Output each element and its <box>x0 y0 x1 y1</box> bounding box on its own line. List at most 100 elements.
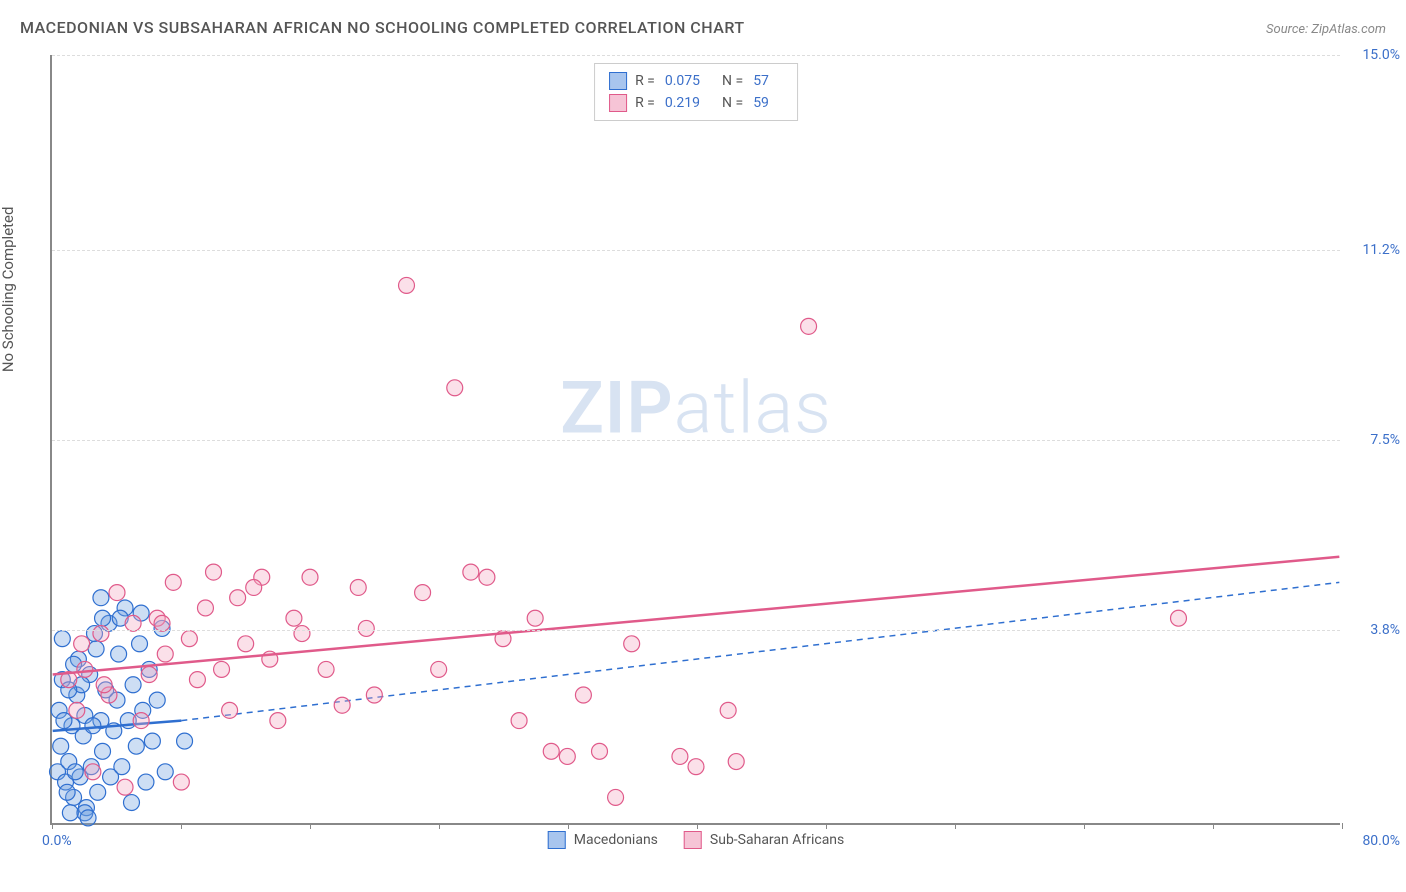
legend-label-macedonians: Macedonians <box>574 832 658 848</box>
scatter-point-subsaharan <box>181 631 197 647</box>
scatter-point-macedonians <box>128 738 144 754</box>
scatter-point-subsaharan <box>399 277 415 293</box>
x-tick <box>1342 823 1343 829</box>
scatter-point-macedonians <box>59 784 75 800</box>
scatter-point-subsaharan <box>286 610 302 626</box>
scatter-point-subsaharan <box>358 620 374 636</box>
x-tick <box>697 823 698 829</box>
scatter-point-macedonians <box>56 713 72 729</box>
legend-row-subsaharan: R = 0.219 N = 59 <box>609 92 783 114</box>
n-value-macedonians: 57 <box>753 73 769 89</box>
scatter-point-subsaharan <box>463 564 479 580</box>
scatter-point-subsaharan <box>77 661 93 677</box>
trend-line-extrapolated-macedonians <box>181 582 1339 720</box>
y-tick-label: 3.8% <box>1345 622 1400 638</box>
correlation-legend: R = 0.075 N = 57 R = 0.219 N = 59 <box>594 63 798 121</box>
legend-label-subsaharan: Sub-Saharan Africans <box>710 832 844 848</box>
scatter-point-macedonians <box>85 718 101 734</box>
legend-item-subsaharan: Sub-Saharan Africans <box>684 831 844 849</box>
scatter-point-macedonians <box>114 759 130 775</box>
y-axis-label: No Schooling Completed <box>0 207 17 373</box>
scatter-point-subsaharan <box>96 677 112 693</box>
scatter-point-subsaharan <box>543 743 559 759</box>
scatter-point-subsaharan <box>246 580 262 596</box>
x-tick <box>826 823 827 829</box>
scatter-point-subsaharan <box>527 610 543 626</box>
grid-line <box>52 440 1340 441</box>
scatter-point-macedonians <box>157 764 173 780</box>
y-tick-label: 11.2% <box>1345 242 1400 258</box>
x-tick <box>52 823 53 829</box>
source-attribution: Source: ZipAtlas.com <box>1266 22 1386 37</box>
scatter-point-subsaharan <box>85 764 101 780</box>
scatter-point-macedonians <box>144 733 160 749</box>
scatter-point-subsaharan <box>74 636 90 652</box>
x-axis-max-label: 80.0% <box>1362 833 1400 849</box>
scatter-point-macedonians <box>124 795 140 811</box>
grid-line <box>52 250 1340 251</box>
scatter-point-macedonians <box>67 764 83 780</box>
n-value-subsaharan: 59 <box>753 95 769 111</box>
legend-item-macedonians: Macedonians <box>548 831 658 849</box>
scatter-point-macedonians <box>125 677 141 693</box>
legend-swatch-subsaharan <box>609 94 627 112</box>
scatter-point-subsaharan <box>728 754 744 770</box>
scatter-point-subsaharan <box>141 667 157 683</box>
scatter-point-subsaharan <box>575 687 591 703</box>
x-tick <box>310 823 311 829</box>
y-tick-label: 15.0% <box>1345 47 1400 63</box>
scatter-point-subsaharan <box>270 713 286 729</box>
x-axis-origin-label: 0.0% <box>42 833 72 849</box>
scatter-point-macedonians <box>149 692 165 708</box>
scatter-point-macedonians <box>132 636 148 652</box>
scatter-point-subsaharan <box>197 600 213 616</box>
legend-row-macedonians: R = 0.075 N = 57 <box>609 70 783 92</box>
scatter-point-macedonians <box>62 805 78 821</box>
scatter-point-subsaharan <box>230 590 246 606</box>
scatter-point-subsaharan <box>125 615 141 631</box>
r-label: R = <box>635 73 655 89</box>
scatter-point-macedonians <box>53 738 69 754</box>
scatter-point-macedonians <box>177 733 193 749</box>
r-value-subsaharan: 0.219 <box>665 95 700 111</box>
scatter-point-subsaharan <box>624 636 640 652</box>
scatter-point-subsaharan <box>1171 610 1187 626</box>
scatter-point-subsaharan <box>720 702 736 718</box>
scatter-point-subsaharan <box>117 779 133 795</box>
scatter-point-subsaharan <box>559 748 575 764</box>
series-legend: Macedonians Sub-Saharan Africans <box>548 831 845 849</box>
grid-line <box>52 630 1340 631</box>
scatter-point-macedonians <box>111 646 127 662</box>
scatter-point-subsaharan <box>109 585 125 601</box>
legend-swatch-macedonians <box>609 72 627 90</box>
scatter-point-subsaharan <box>302 569 318 585</box>
scatter-point-subsaharan <box>165 574 181 590</box>
scatter-point-subsaharan <box>592 743 608 759</box>
scatter-point-subsaharan <box>157 646 173 662</box>
scatter-point-macedonians <box>90 784 106 800</box>
scatter-point-macedonians <box>88 641 104 657</box>
scatter-point-subsaharan <box>447 380 463 396</box>
scatter-point-subsaharan <box>608 789 624 805</box>
scatter-point-subsaharan <box>294 626 310 642</box>
plot-area: ZIPatlas R = 0.075 N = 57 R = 0.219 N = … <box>50 55 1340 825</box>
scatter-point-subsaharan <box>69 702 85 718</box>
x-tick <box>568 823 569 829</box>
scatter-point-subsaharan <box>431 661 447 677</box>
legend-swatch-subsaharan <box>684 831 702 849</box>
n-label: N = <box>722 95 743 111</box>
scatter-point-macedonians <box>95 610 111 626</box>
trend-line-subsaharan <box>53 557 1340 675</box>
scatter-point-subsaharan <box>350 580 366 596</box>
scatter-point-subsaharan <box>222 702 238 718</box>
scatter-point-subsaharan <box>688 759 704 775</box>
scatter-point-subsaharan <box>206 564 222 580</box>
legend-swatch-macedonians <box>548 831 566 849</box>
scatter-point-macedonians <box>95 743 111 759</box>
grid-line <box>52 55 1340 56</box>
x-tick <box>1213 823 1214 829</box>
y-tick-label: 7.5% <box>1345 432 1400 448</box>
scatter-point-subsaharan <box>334 697 350 713</box>
scatter-point-subsaharan <box>479 569 495 585</box>
scatter-point-subsaharan <box>214 661 230 677</box>
